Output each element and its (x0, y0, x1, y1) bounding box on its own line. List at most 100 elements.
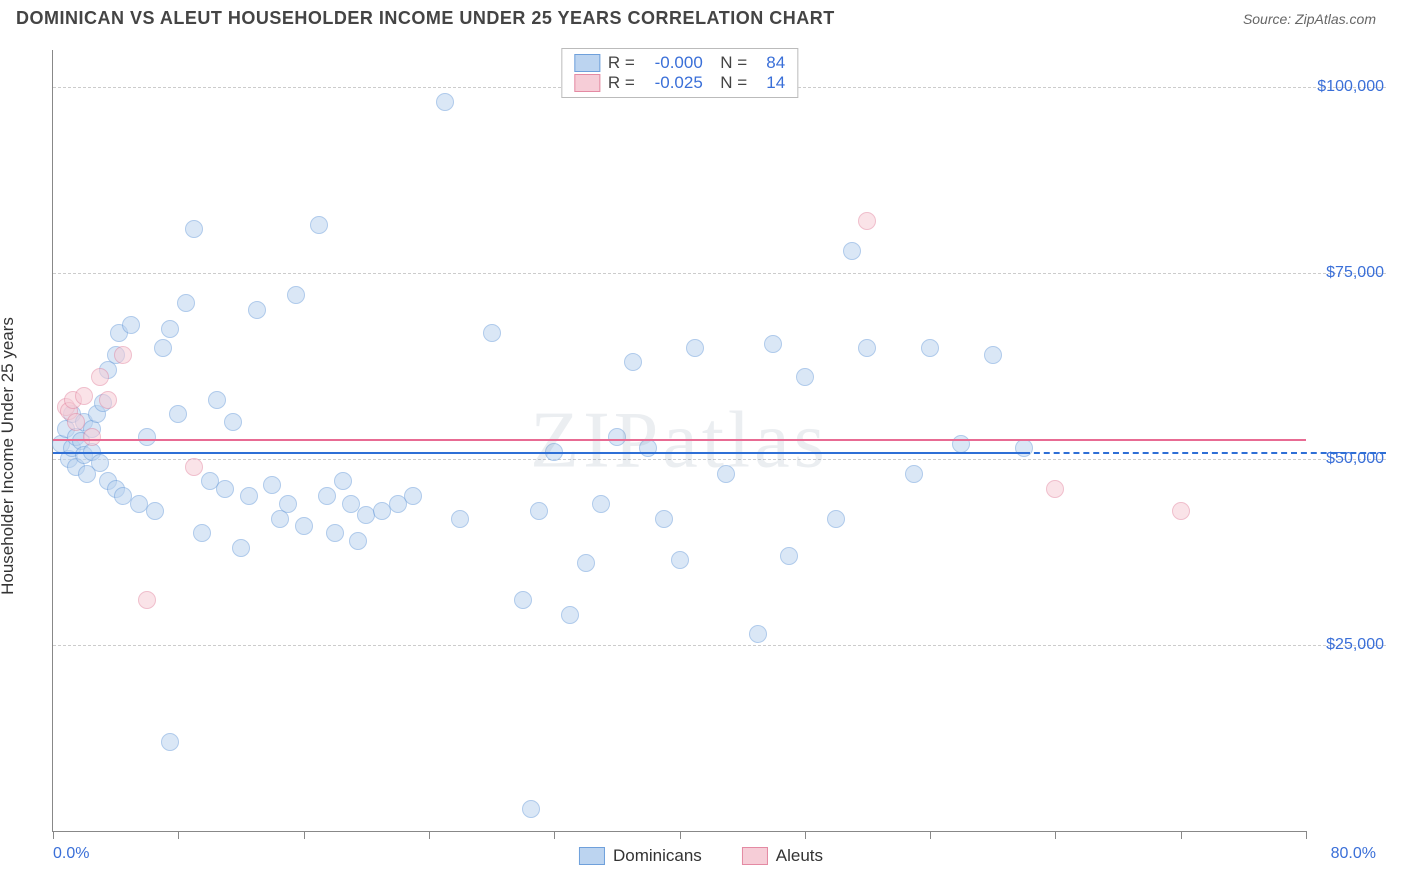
data-point (177, 294, 195, 312)
data-point (138, 428, 156, 446)
data-point (287, 286, 305, 304)
data-point (208, 391, 226, 409)
legend-swatch (579, 847, 605, 865)
chart-container: Householder Income Under 25 years ZIPatl… (16, 40, 1386, 872)
x-tick (805, 831, 806, 839)
data-point (451, 510, 469, 528)
legend-series: Dominicans Aleuts (579, 846, 823, 866)
data-point (114, 346, 132, 364)
data-point (185, 458, 203, 476)
data-point (193, 524, 211, 542)
data-point (436, 93, 454, 111)
data-point (686, 339, 704, 357)
data-point (577, 554, 595, 572)
regression-line (53, 439, 1306, 441)
data-point (404, 487, 422, 505)
data-point (349, 532, 367, 550)
data-point (796, 368, 814, 386)
x-tick (178, 831, 179, 839)
data-point (780, 547, 798, 565)
data-point (671, 551, 689, 569)
data-point (984, 346, 1002, 364)
legend-row: R =-0.025 N =14 (574, 73, 785, 93)
data-point (154, 339, 172, 357)
legend-swatch (574, 54, 600, 72)
legend-stat-label: N = (711, 73, 747, 93)
data-point (240, 487, 258, 505)
data-point (99, 391, 117, 409)
x-tick (304, 831, 305, 839)
data-point (67, 413, 85, 431)
data-point (858, 339, 876, 357)
data-point (522, 800, 540, 818)
chart-title: DOMINICAN VS ALEUT HOUSEHOLDER INCOME UN… (16, 8, 835, 29)
x-max-label: 80.0% (1331, 845, 1376, 863)
data-point (334, 472, 352, 490)
legend-r-value: -0.000 (643, 53, 703, 73)
data-point (530, 502, 548, 520)
legend-stat-label: R = (608, 73, 635, 93)
data-point (232, 539, 250, 557)
data-point (185, 220, 203, 238)
y-tick-label: $75,000 (1326, 264, 1384, 282)
x-tick (930, 831, 931, 839)
data-point (326, 524, 344, 542)
regression-line-extrapolated (1024, 452, 1386, 454)
data-point (342, 495, 360, 513)
x-tick (680, 831, 681, 839)
legend-correlation: R =-0.000 N =84R =-0.025 N =14 (561, 48, 798, 98)
data-point (91, 368, 109, 386)
data-point (146, 502, 164, 520)
data-point (224, 413, 242, 431)
legend-swatch (742, 847, 768, 865)
x-tick (429, 831, 430, 839)
x-tick (1055, 831, 1056, 839)
data-point (122, 316, 140, 334)
data-point (216, 480, 234, 498)
data-point (295, 517, 313, 535)
data-point (749, 625, 767, 643)
legend-row: R = -0.000 N = 84 (574, 53, 785, 73)
gridline (53, 273, 1386, 274)
data-point (318, 487, 336, 505)
y-tick-label: $100,000 (1317, 78, 1384, 96)
legend-stat-label: R = (608, 53, 635, 73)
data-point (483, 324, 501, 342)
x-tick (53, 831, 54, 839)
legend-item: Dominicans (579, 846, 702, 866)
data-point (764, 335, 782, 353)
data-point (561, 606, 579, 624)
gridline (53, 459, 1386, 460)
data-point (843, 242, 861, 260)
data-point (952, 435, 970, 453)
y-axis-label: Householder Income Under 25 years (0, 317, 18, 595)
legend-n-value: 84 (755, 53, 785, 73)
data-point (75, 387, 93, 405)
data-point (161, 320, 179, 338)
data-point (169, 405, 187, 423)
data-point (91, 454, 109, 472)
data-point (138, 591, 156, 609)
data-point (717, 465, 735, 483)
data-point (83, 428, 101, 446)
x-min-label: 0.0% (53, 845, 89, 863)
data-point (624, 353, 642, 371)
plot-area: ZIPatlas R =-0.000 N =84R =-0.025 N =14 … (52, 50, 1306, 832)
legend-item: Aleuts (742, 846, 823, 866)
data-point (608, 428, 626, 446)
data-point (1046, 480, 1064, 498)
data-point (263, 476, 281, 494)
source-label: Source: ZipAtlas.com (1243, 11, 1376, 27)
data-point (655, 510, 673, 528)
data-point (827, 510, 845, 528)
data-point (279, 495, 297, 513)
data-point (161, 733, 179, 751)
data-point (905, 465, 923, 483)
data-point (1172, 502, 1190, 520)
legend-stat-label: N = (711, 53, 747, 73)
y-tick-label: $25,000 (1326, 636, 1384, 654)
regression-line (53, 452, 1024, 454)
legend-n-value: 14 (755, 73, 785, 93)
gridline (53, 645, 1386, 646)
x-tick (1306, 831, 1307, 839)
